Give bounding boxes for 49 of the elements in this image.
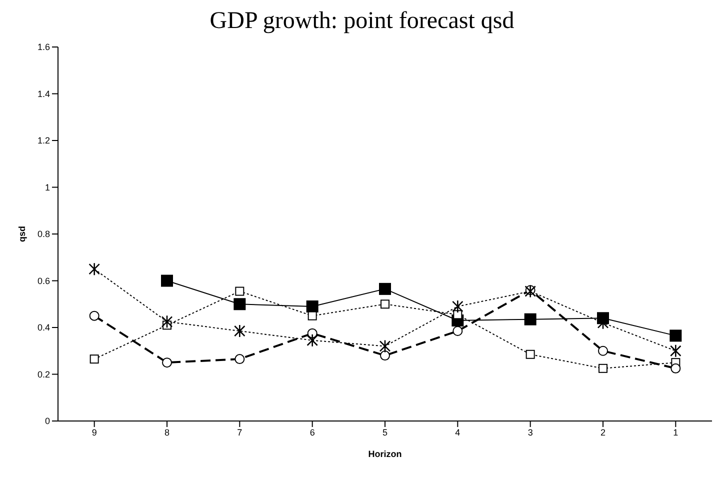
y-tick-label: 1 [44, 182, 50, 192]
point [234, 354, 245, 364]
x-tick-label: 9 [92, 427, 97, 438]
point [598, 364, 608, 373]
x-tick-label: 5 [382, 427, 388, 438]
point [670, 330, 682, 342]
point [234, 298, 246, 310]
y-tick-label: 1.2 [37, 136, 50, 146]
point [234, 324, 246, 338]
point [380, 300, 390, 309]
point [379, 340, 391, 353]
point [90, 354, 99, 364]
point [161, 315, 173, 328]
x-tick-label: 4 [455, 427, 460, 438]
y-tick-label: 0.6 [37, 276, 50, 286]
chart-title: GDP growth: point forecast qsd [208, 8, 516, 35]
y-tick-label: 0.8 [37, 229, 50, 240]
point [670, 344, 682, 358]
point [452, 326, 463, 336]
point [379, 282, 391, 295]
point [452, 300, 464, 314]
point [598, 346, 608, 356]
point [380, 350, 390, 361]
point [162, 358, 172, 368]
x-tick-label: 8 [164, 427, 170, 438]
x-tick-label: 3 [528, 427, 533, 438]
point [308, 311, 317, 320]
x-axis-title: Horizon [368, 449, 402, 459]
x-tick-label: 6 [310, 427, 315, 438]
point [453, 310, 462, 320]
y-tick-label: 1.4 [37, 88, 50, 99]
point [670, 363, 681, 374]
point [306, 300, 318, 312]
point [526, 350, 535, 359]
point [89, 310, 100, 321]
x-tick-label: 1 [673, 427, 678, 438]
point [235, 286, 244, 296]
x-tick-label: 7 [237, 427, 242, 438]
x-tick-label: 2 [600, 427, 606, 438]
point [524, 313, 536, 326]
y-tick-label: 0 [44, 416, 50, 426]
y-axis-title: qsd [17, 226, 28, 242]
y-tick-label: 0.4 [37, 322, 50, 333]
point [524, 284, 536, 298]
point [88, 262, 100, 276]
y-tick-label: 0.2 [37, 369, 50, 380]
point [306, 334, 318, 348]
point [161, 274, 173, 287]
y-tick-label: 1.6 [37, 42, 50, 52]
